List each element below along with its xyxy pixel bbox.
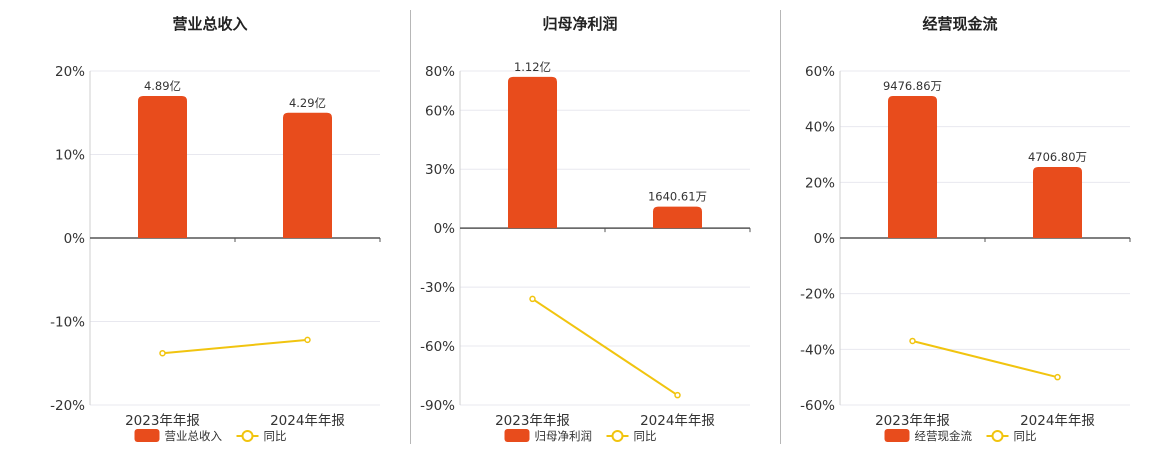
y-tick-label: 20% <box>805 175 835 191</box>
yoy-point <box>909 337 916 345</box>
chart-title: 归母净利润 <box>542 15 617 33</box>
y-tick-label: -20% <box>800 287 835 303</box>
legend-line-marker <box>241 430 254 442</box>
x-tick-label: 2023年年报 <box>125 413 200 429</box>
x-tick-label: 2024年年报 <box>1020 413 1095 429</box>
yoy-point <box>304 336 311 344</box>
y-tick-label: -90% <box>420 398 455 414</box>
bar <box>283 112 332 238</box>
x-tick-label: 2023年年报 <box>495 413 570 429</box>
bar-value-label: 4.29亿 <box>289 96 326 110</box>
y-tick-label: -60% <box>800 398 835 414</box>
y-tick-label: -20% <box>50 398 85 414</box>
legend-line-label: 同比 <box>634 429 657 443</box>
bar <box>508 76 557 229</box>
legend-bar-swatch <box>884 429 910 442</box>
bar-value-label: 4706.80万 <box>1028 150 1087 164</box>
legend-line-marker <box>991 430 1004 442</box>
x-tick-label: 2023年年报 <box>875 413 950 429</box>
bar <box>138 96 187 238</box>
bar-value-label: 1.12亿 <box>514 60 551 74</box>
y-tick-label: 40% <box>805 120 835 136</box>
y-tick-label: -30% <box>420 280 455 296</box>
y-tick-label: 60% <box>425 103 455 119</box>
yoy-point <box>529 295 536 303</box>
panel-divider <box>780 10 781 444</box>
bar-value-label: 9476.86万 <box>883 79 942 93</box>
y-tick-label: 0% <box>814 231 836 247</box>
chart-title: 经营现金流 <box>922 15 997 33</box>
legend-bar-swatch <box>134 429 160 442</box>
legend-bar-swatch <box>504 429 530 442</box>
legend-bar-label: 经营现金流 <box>915 429 973 443</box>
legend-line-label: 同比 <box>264 429 287 443</box>
y-tick-label: 30% <box>425 162 455 178</box>
y-tick-label: 20% <box>55 64 85 80</box>
y-tick-label: 0% <box>64 231 86 247</box>
y-tick-label: 80% <box>425 64 455 80</box>
y-tick-label: -40% <box>800 342 835 358</box>
yoy-line <box>162 338 308 355</box>
y-tick-label: -60% <box>420 339 455 355</box>
yoy-point <box>1054 373 1061 381</box>
bar-value-label: 1640.61万 <box>648 190 707 204</box>
legend-bar-label: 营业总收入 <box>165 429 223 443</box>
chart-title: 营业总收入 <box>172 15 247 33</box>
bar <box>1033 167 1082 238</box>
y-tick-label: -10% <box>50 315 85 331</box>
y-tick-label: 0% <box>434 221 456 237</box>
panel-divider <box>410 10 411 444</box>
bar-value-label: 4.89亿 <box>144 79 181 93</box>
yoy-line <box>531 298 679 397</box>
yoy-point <box>674 391 681 399</box>
y-tick-label: 60% <box>805 64 835 80</box>
x-tick-label: 2024年年报 <box>270 413 345 429</box>
y-tick-label: 10% <box>55 148 85 164</box>
x-tick-label: 2024年年报 <box>640 413 715 429</box>
bar <box>653 206 702 229</box>
legend-line-label: 同比 <box>1014 429 1037 443</box>
yoy-point <box>159 349 166 357</box>
legend-bar-label: 归母净利润 <box>535 429 593 443</box>
yoy-line <box>912 340 1058 379</box>
legend-line-marker <box>611 430 624 442</box>
bar <box>888 96 937 238</box>
